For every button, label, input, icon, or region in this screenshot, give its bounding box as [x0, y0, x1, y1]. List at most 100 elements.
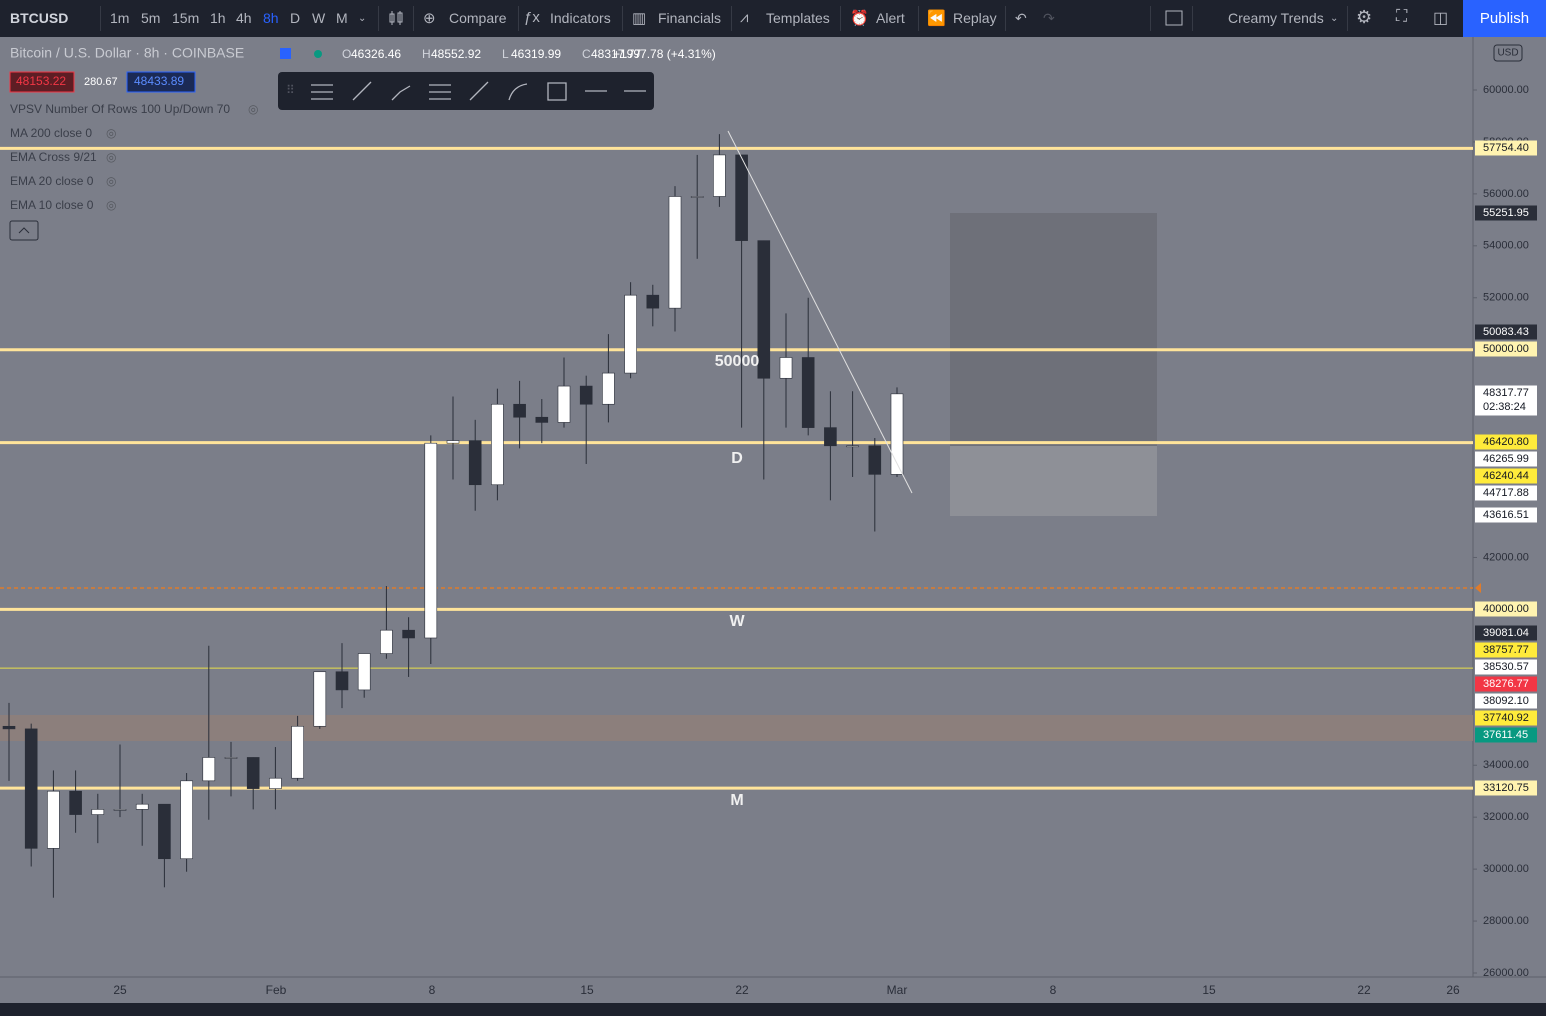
annotation: D [731, 450, 743, 467]
price-label-box [1475, 625, 1537, 641]
candle-body [69, 790, 82, 815]
drawing-tool [311, 84, 333, 100]
change: +1997.78 (+4.31%) [613, 47, 716, 61]
drawing-tool [352, 81, 372, 101]
y-tick-label: 60000.00 [1483, 84, 1529, 96]
snapshot-icon[interactable]: ◫ [1433, 10, 1449, 27]
publish-button[interactable]: Publish [1463, 0, 1546, 37]
collapse-button [9, 220, 39, 241]
button-icon[interactable]: ⊕ [423, 10, 436, 27]
button-icon[interactable]: ▥ [632, 10, 647, 27]
toolbar-button[interactable]: Financials [658, 10, 722, 26]
price-label-box [1475, 507, 1537, 523]
candle-body [357, 653, 371, 691]
separator [1347, 6, 1348, 31]
price-label-box [1475, 385, 1537, 416]
toolbar-button[interactable]: Compare [449, 10, 507, 26]
candle-body [269, 777, 282, 789]
button-icon[interactable]: ⏪ [927, 10, 946, 27]
x-tick-label: 15 [1202, 983, 1216, 997]
candle-body [424, 442, 438, 639]
interval[interactable]: 1m [110, 10, 130, 26]
candle-body [668, 196, 682, 309]
button-icon[interactable]: ⩘ [740, 9, 749, 26]
toolbar-button[interactable]: Indicators [550, 10, 611, 26]
separator [413, 6, 414, 31]
interval[interactable]: 4h [236, 10, 252, 26]
interval-dropdown[interactable]: ⌄ [358, 13, 367, 24]
candle-body [713, 154, 726, 197]
eye-icon: ◎ [106, 150, 116, 164]
toolbar-button[interactable]: Alert [876, 10, 905, 26]
ask-box [126, 71, 196, 93]
price-label-box [1475, 642, 1537, 658]
price-label-box [1475, 434, 1537, 450]
drawing-tool [391, 85, 411, 101]
y-tick-label: 30000.00 [1483, 863, 1529, 875]
price-label: 37740.92 [1483, 712, 1529, 724]
price-label: 38276.77 [1483, 678, 1529, 690]
countdown: 02:38:24 [1483, 401, 1526, 413]
x-tick-label: 22 [735, 983, 749, 997]
candle-body [779, 357, 793, 379]
layout-icon[interactable] [1164, 9, 1184, 27]
y-tick-label: 28000.00 [1483, 915, 1529, 927]
button-icon[interactable]: ⏰ [850, 10, 869, 27]
candle-body [890, 393, 904, 475]
projection-box [950, 213, 1157, 446]
interval[interactable]: 1h [210, 10, 226, 26]
ohlc-value: 48317.77 [591, 47, 641, 61]
separator [518, 6, 519, 31]
interval[interactable]: D [290, 10, 301, 26]
toolbar-button[interactable]: Templates [766, 10, 830, 26]
eye-icon: ◎ [106, 126, 116, 140]
interval[interactable]: 15m [172, 10, 200, 26]
symbol[interactable]: BTCUSD [10, 10, 69, 26]
ohlc-value: 46319.99 [511, 47, 561, 61]
price-label-box [1475, 205, 1537, 221]
candle-body [202, 757, 216, 782]
alert-marker [1475, 583, 1481, 593]
candle-body [224, 757, 238, 759]
button-icon[interactable]: ƒx [524, 9, 540, 26]
price-axis [1473, 37, 1546, 977]
candle-body [2, 725, 16, 730]
candle-body [624, 294, 637, 374]
price-label-box [1475, 601, 1537, 617]
candle-body [446, 440, 460, 444]
annotation: W [729, 613, 745, 630]
candle-body [135, 803, 149, 810]
x-tick-label: Feb [266, 983, 287, 997]
indicator: VPSV Number Of Rows 100 Up/Down 70 [10, 102, 230, 116]
chart-type-icon[interactable] [387, 9, 405, 27]
x-tick-label: 15 [580, 983, 594, 997]
candle-body [246, 757, 260, 789]
drawing-tool [469, 81, 489, 101]
undo[interactable]: ↶ [1015, 10, 1027, 26]
price-label: 48317.77 [1483, 387, 1529, 399]
interval[interactable]: W [312, 10, 326, 26]
price-label: 38092.10 [1483, 695, 1529, 707]
projection-box [950, 446, 1157, 516]
candle-body [491, 403, 504, 486]
ohlc-value: 46326.46 [351, 47, 401, 61]
toolbar-button[interactable]: Replay [953, 10, 997, 26]
fullscreen-icon[interactable]: ⛶ [1396, 8, 1408, 25]
interval[interactable]: 5m [141, 10, 161, 26]
settings-icon[interactable]: ⚙ [1356, 7, 1373, 27]
ohlc-label: C [582, 47, 591, 61]
price-label-box [1475, 341, 1537, 357]
bottom-strip [0, 1003, 1546, 1016]
top-toolbar: BTCUSD 1m 5m 15m 1h 4h 8h D W M ⌄ ⊕ Compare ƒx Indic… [0, 0, 1546, 37]
annotation: 50000 [715, 353, 760, 370]
interval[interactable]: 8h [263, 10, 279, 26]
drawing-tool [429, 84, 451, 100]
interval[interactable]: M [336, 10, 348, 26]
price-label: 39081.04 [1483, 627, 1529, 639]
price-label: 46420.80 [1483, 436, 1529, 448]
candle-body [757, 240, 771, 379]
layout-name[interactable]: Creamy Trends [1228, 10, 1324, 26]
indicator: EMA 10 close 0 [10, 198, 94, 212]
dropdown-arrow[interactable]: ⌄ [1330, 13, 1339, 24]
x-tick-label: 8 [1050, 983, 1057, 997]
